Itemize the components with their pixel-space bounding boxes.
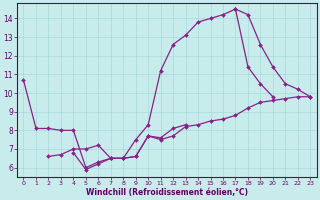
X-axis label: Windchill (Refroidissement éolien,°C): Windchill (Refroidissement éolien,°C) <box>86 188 248 197</box>
